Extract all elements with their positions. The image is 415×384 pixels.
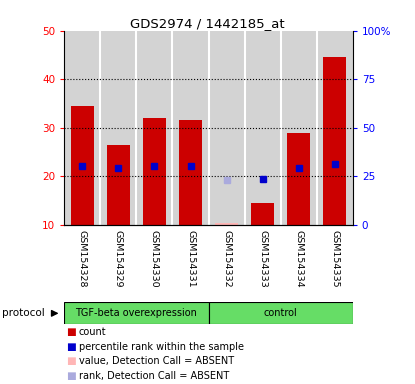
Text: GSM154328: GSM154328 (78, 230, 87, 288)
Bar (71, 106, 94, 225)
Bar (100, 31, 137, 225)
Text: value, Detection Call = ABSENT: value, Detection Call = ABSENT (79, 356, 234, 366)
Bar (251, 203, 274, 225)
Bar (317, 31, 353, 225)
Text: count: count (79, 327, 107, 337)
Bar (64, 31, 100, 225)
Text: GSM154335: GSM154335 (330, 230, 339, 288)
Bar (209, 302, 353, 324)
Bar (64, 302, 209, 324)
Bar (323, 57, 347, 225)
Bar (244, 31, 281, 225)
Text: protocol: protocol (2, 308, 45, 318)
Text: rank, Detection Call = ABSENT: rank, Detection Call = ABSENT (79, 371, 229, 381)
Text: ■: ■ (66, 327, 76, 337)
Bar (137, 31, 173, 225)
Text: GSM154334: GSM154334 (294, 230, 303, 288)
Text: GSM154333: GSM154333 (258, 230, 267, 288)
Bar (281, 31, 317, 225)
Bar (143, 118, 166, 225)
Text: GDS2974 / 1442185_at: GDS2974 / 1442185_at (130, 17, 285, 30)
Bar (173, 31, 209, 225)
Text: ■: ■ (66, 371, 76, 381)
Text: ■: ■ (66, 342, 76, 352)
Bar (209, 31, 244, 225)
Text: ■: ■ (66, 356, 76, 366)
Text: percentile rank within the sample: percentile rank within the sample (79, 342, 244, 352)
Text: GSM154329: GSM154329 (114, 230, 123, 288)
Bar (107, 145, 130, 225)
Bar (179, 121, 202, 225)
Bar (287, 132, 310, 225)
Text: GSM154331: GSM154331 (186, 230, 195, 288)
Text: GSM154332: GSM154332 (222, 230, 231, 288)
Text: GSM154330: GSM154330 (150, 230, 159, 288)
Bar (215, 223, 238, 225)
Text: control: control (264, 308, 298, 318)
Text: TGF-beta overexpression: TGF-beta overexpression (76, 308, 198, 318)
